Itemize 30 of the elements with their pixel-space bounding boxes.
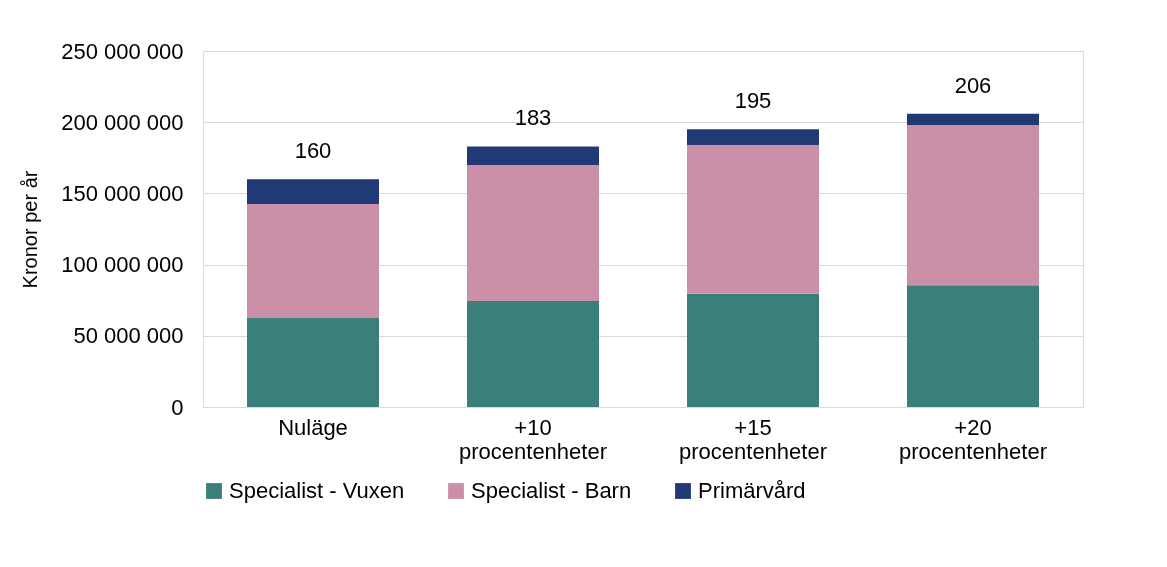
x-tick-label: +10 procentenheter (459, 414, 607, 464)
x-tick-label: +20 procentenheter (899, 414, 1047, 464)
bar (467, 146, 599, 165)
x-tick-label: +15 procentenheter (679, 414, 827, 464)
bar (687, 129, 819, 145)
x-tick-label: Nuläge (278, 414, 348, 440)
bar (687, 144, 819, 294)
y-tick-label: 100 000 000 (61, 252, 184, 278)
bar (687, 293, 819, 407)
bar (467, 164, 599, 301)
bar (907, 285, 1039, 407)
y-axis-title: Kronor per år (19, 170, 42, 289)
y-tick-label: 0 (171, 394, 184, 420)
annotation: 160 (294, 138, 332, 164)
legend-label: Primärvård (698, 478, 806, 503)
bar (247, 179, 379, 205)
legend-label: Specialist - Barn (471, 478, 632, 503)
legend-label: Specialist - Vuxen (229, 478, 405, 503)
annotation: 183 (514, 105, 552, 131)
annotation: 195 (734, 88, 772, 114)
bar (247, 318, 379, 407)
y-tick-label: 250 000 000 (61, 38, 184, 64)
y-tick-label: 50 000 000 (73, 323, 184, 349)
y-tick-label: 200 000 000 (61, 109, 184, 135)
bar (467, 300, 599, 407)
annotation: 206 (954, 72, 992, 98)
bar (907, 113, 1039, 126)
bar (907, 125, 1039, 286)
bar (247, 204, 379, 318)
y-tick-label: 150 000 000 (61, 180, 184, 206)
